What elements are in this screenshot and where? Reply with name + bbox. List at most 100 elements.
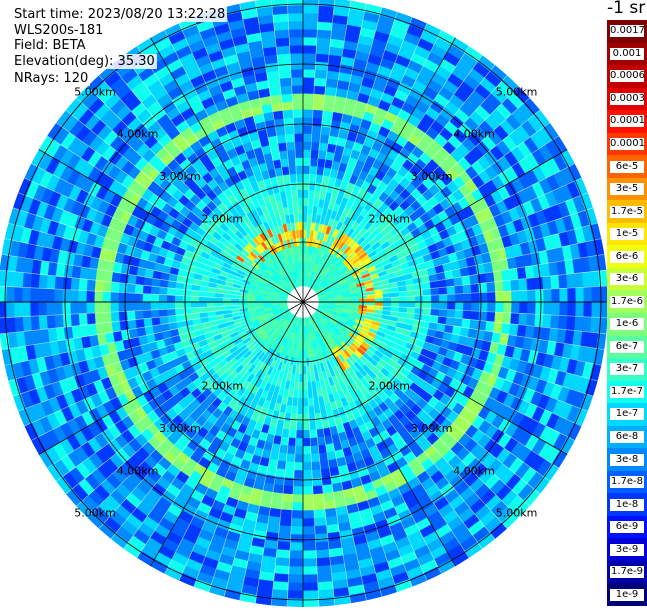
colorbar-tick-label: 0.0001 bbox=[610, 137, 645, 150]
ray-bin bbox=[285, 133, 295, 143]
ray-bin bbox=[126, 292, 135, 303]
ray-bin bbox=[406, 295, 416, 303]
ray-bin bbox=[469, 274, 479, 285]
colorbar-tick-label: 6e-7 bbox=[610, 340, 644, 353]
ray-bin bbox=[30, 315, 40, 331]
range-label: 3.00km bbox=[411, 422, 453, 435]
ray-bin bbox=[297, 197, 304, 207]
ray-bin bbox=[37, 287, 47, 303]
ray-bin bbox=[13, 301, 23, 318]
ray-bin bbox=[302, 430, 311, 439]
ray-bin bbox=[559, 287, 569, 303]
ray-bin bbox=[302, 486, 314, 495]
ray-bin bbox=[22, 316, 32, 332]
ray-bin bbox=[280, 509, 293, 519]
ray-bin bbox=[302, 141, 312, 150]
ray-bin bbox=[485, 271, 495, 283]
ray-bin bbox=[142, 309, 152, 320]
ray-bin bbox=[135, 318, 145, 329]
ray-bin bbox=[502, 279, 512, 292]
ray-bin bbox=[295, 430, 304, 439]
ray-bin bbox=[166, 294, 175, 303]
ray-bin bbox=[462, 310, 472, 320]
ray-bin bbox=[287, 12, 304, 22]
range-label: 2.00km bbox=[368, 379, 410, 392]
colorbar-tick-label: 1.7e-7 bbox=[610, 385, 644, 398]
ray-bin bbox=[574, 316, 584, 332]
ray-bin bbox=[94, 290, 103, 303]
ray-bin bbox=[431, 294, 440, 303]
ray-bin bbox=[278, 525, 292, 535]
ray-bin bbox=[310, 453, 321, 463]
ray-bin bbox=[519, 290, 528, 303]
ray-bin bbox=[291, 77, 304, 86]
ray-bin bbox=[590, 270, 600, 288]
ray-bin bbox=[543, 288, 553, 303]
ray-bin bbox=[590, 316, 600, 334]
ray-bin bbox=[323, 94, 336, 105]
ray-bin bbox=[134, 292, 143, 303]
range-label: 2.00km bbox=[202, 379, 244, 392]
ray-bin bbox=[294, 149, 304, 158]
ray-bin bbox=[29, 301, 39, 317]
ray-bin bbox=[288, 36, 304, 46]
ray-bin bbox=[78, 301, 87, 314]
ray-bin bbox=[314, 525, 328, 535]
ray-bin bbox=[78, 278, 88, 291]
ray-bin bbox=[280, 93, 293, 103]
ray-bin bbox=[526, 313, 536, 327]
ray-bin bbox=[102, 280, 112, 293]
ray-bin bbox=[291, 510, 304, 519]
ray-bin bbox=[285, 453, 296, 463]
ray-bin bbox=[302, 12, 319, 22]
ray-bin bbox=[302, 189, 310, 199]
ray-bin bbox=[527, 289, 536, 303]
ray-bin bbox=[493, 270, 503, 283]
ray-bin bbox=[272, 13, 289, 23]
ray-bin bbox=[312, 493, 325, 503]
colorbar-tick-label: 3e-9 bbox=[610, 543, 644, 556]
ray-bin bbox=[511, 301, 520, 314]
ray-bin bbox=[574, 272, 584, 288]
ray-bin bbox=[102, 291, 111, 303]
ray-bin bbox=[302, 101, 314, 110]
colorbar-unit: -1 sr bbox=[607, 0, 646, 18]
ray-bin bbox=[527, 301, 536, 315]
ray-bin bbox=[288, 429, 297, 439]
field-label: Field: BETA bbox=[12, 38, 88, 53]
ray-bin bbox=[302, 173, 310, 182]
colorbar-tick-label: 6e-8 bbox=[610, 430, 644, 443]
ray-bin bbox=[320, 468, 331, 478]
ray-bin bbox=[542, 314, 552, 329]
ray-bin bbox=[470, 310, 480, 321]
ray-bin bbox=[29, 287, 39, 303]
ray-bin bbox=[103, 321, 113, 334]
ray-bin bbox=[278, 69, 292, 79]
elevation-label: Elevation(deg): 35.30 bbox=[12, 54, 157, 69]
ray-bin bbox=[38, 315, 48, 330]
ray-bin bbox=[309, 165, 318, 175]
ray-bin bbox=[86, 290, 95, 303]
ray-bin bbox=[302, 93, 315, 102]
ray-bin bbox=[311, 125, 322, 135]
ray-bin bbox=[206, 301, 216, 308]
ray-bin bbox=[558, 315, 568, 330]
ray-bin bbox=[511, 290, 520, 303]
ray-bin bbox=[510, 312, 520, 325]
ray-bin bbox=[288, 20, 304, 30]
ray-bin bbox=[485, 321, 495, 333]
ray-bin bbox=[62, 276, 72, 291]
ray-bin bbox=[471, 301, 480, 312]
ray-bin bbox=[174, 308, 184, 316]
ray-bin bbox=[302, 422, 310, 431]
ray-bin bbox=[142, 293, 151, 303]
ray-bin bbox=[53, 301, 63, 316]
ray-bin bbox=[70, 313, 80, 327]
ray-bin bbox=[314, 533, 329, 543]
ray-bin bbox=[302, 438, 311, 447]
ray-bin bbox=[78, 290, 87, 303]
ray-bin bbox=[302, 181, 310, 190]
ray-bin bbox=[289, 542, 304, 552]
ray-bin bbox=[566, 315, 576, 331]
